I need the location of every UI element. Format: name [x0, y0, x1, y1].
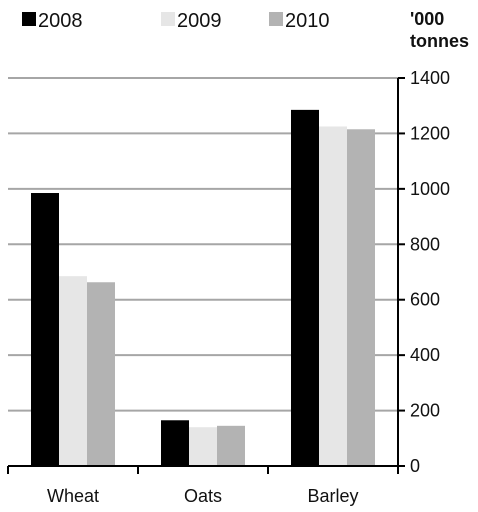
bar-wheat-2008: [31, 193, 59, 466]
y-tick-label: 0: [410, 456, 420, 476]
y-axis-unit-label: '000 tonnes: [410, 9, 469, 51]
bar-wheat-2010: [87, 282, 115, 466]
y-axis-ticks: 0 200 400 600 800 1000 1200 1400: [398, 68, 450, 476]
x-label-wheat: Wheat: [47, 486, 99, 506]
bar-oats-2010: [217, 425, 245, 466]
bar-barley-2008: [291, 109, 319, 466]
legend-label-2008: 2008: [38, 10, 83, 32]
bars: [31, 109, 375, 466]
y-tick-label: 400: [410, 345, 440, 365]
legend: 2008 2009 2010: [22, 10, 330, 32]
legend-swatch-2010: [269, 12, 283, 26]
y-tick-label: 1400: [410, 68, 450, 88]
bar-barley-2010: [347, 129, 375, 466]
x-label-barley: Barley: [307, 486, 358, 506]
axes: [7, 78, 399, 474]
legend-swatch-2009: [161, 12, 175, 26]
y-axis-unit-line-1: '000: [410, 9, 444, 29]
y-tick-label: 800: [410, 234, 440, 254]
y-tick-label: 200: [410, 401, 440, 421]
x-label-oats: Oats: [184, 486, 222, 506]
y-tick-label: 1200: [410, 123, 450, 143]
y-tick-label: 1000: [410, 179, 450, 199]
bar-wheat-2009: [59, 276, 87, 466]
bar-oats-2009: [189, 427, 217, 466]
x-axis-labels: Wheat Oats Barley: [47, 486, 359, 506]
legend-label-2010: 2010: [285, 10, 330, 32]
y-tick-label: 600: [410, 290, 440, 310]
bar-barley-2009: [319, 126, 347, 466]
legend-label-2009: 2009: [177, 10, 222, 32]
legend-swatch-2008: [22, 12, 36, 26]
bar-oats-2008: [161, 420, 189, 466]
y-axis-unit-line-2: tonnes: [410, 31, 469, 51]
